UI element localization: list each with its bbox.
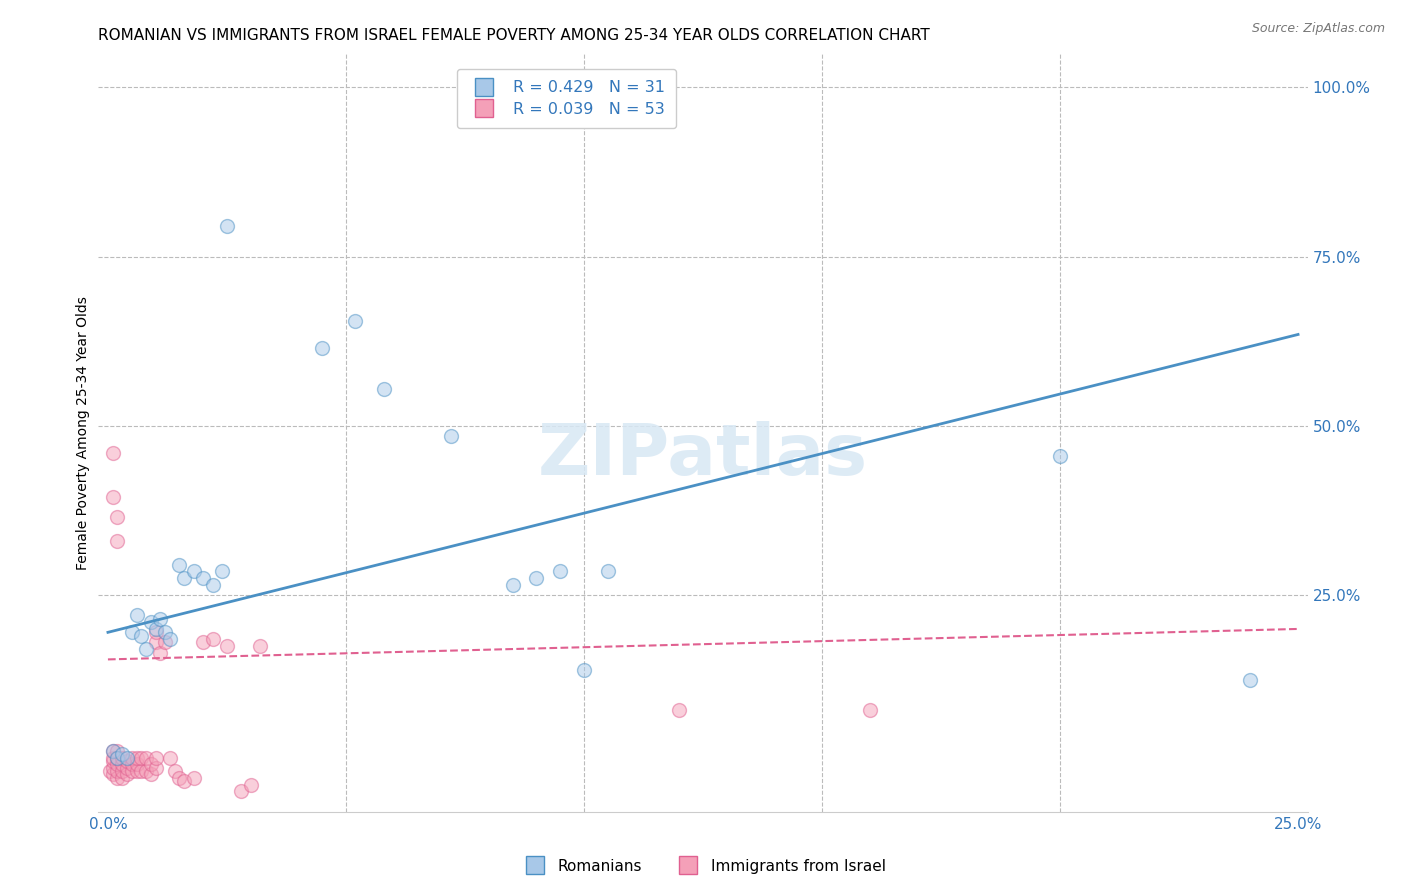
Point (107, 750, 129, 764)
Point (121, 757, 143, 772)
Point (668, 703, 690, 717)
Point (115, 761, 138, 775)
Point (145, 622, 167, 636)
Point (101, 761, 124, 775)
Point (149, 612, 172, 626)
Point (183, 771, 205, 785)
Point (107, 510, 129, 524)
Point (149, 646, 172, 660)
Point (231, 784, 253, 798)
Point (169, 771, 191, 785)
Text: Source: ZipAtlas.com: Source: ZipAtlas.com (1251, 22, 1385, 36)
Point (107, 764, 129, 778)
Point (145, 761, 167, 775)
Point (239, 778, 262, 792)
Point (145, 750, 167, 764)
Point (215, 639, 238, 653)
Point (153, 625, 176, 640)
Point (249, 639, 271, 653)
Point (524, 571, 547, 585)
Point (115, 754, 138, 768)
Point (596, 565, 619, 579)
Point (125, 750, 148, 764)
Point (129, 750, 152, 764)
Legend: R = 0.429   N = 31, R = 0.039   N = 53: R = 0.429 N = 31, R = 0.039 N = 53 (457, 69, 676, 128)
Point (129, 629, 152, 643)
Point (139, 757, 162, 772)
Point (121, 764, 143, 778)
Point (173, 571, 195, 585)
Text: ZIPatlas: ZIPatlas (538, 421, 868, 490)
Point (159, 750, 181, 764)
Point (111, 764, 134, 778)
Point (139, 615, 162, 630)
Point (107, 750, 129, 764)
Point (159, 632, 181, 646)
Point (139, 767, 162, 781)
Point (440, 429, 463, 443)
Point (191, 571, 214, 585)
Point (572, 663, 595, 677)
Point (135, 764, 157, 778)
Point (107, 533, 129, 548)
Point (215, 219, 238, 234)
Point (502, 578, 524, 592)
Point (135, 642, 157, 657)
Point (101, 744, 124, 758)
Point (115, 767, 138, 781)
Point (121, 750, 143, 764)
Point (153, 635, 176, 649)
Point (1049, 450, 1071, 464)
Point (183, 565, 205, 579)
Point (344, 314, 367, 328)
Point (135, 750, 157, 764)
Legend: Romanians, Immigrants from Israel: Romanians, Immigrants from Israel (513, 853, 893, 880)
Point (101, 490, 124, 504)
Point (107, 757, 129, 772)
Point (311, 341, 333, 355)
Point (101, 446, 124, 460)
Point (201, 578, 224, 592)
Point (111, 771, 134, 785)
Y-axis label: Female Poverty Among 25-34 Year Olds: Female Poverty Among 25-34 Year Olds (76, 295, 90, 570)
Point (169, 558, 191, 572)
Point (1239, 673, 1261, 687)
Point (121, 625, 143, 640)
Point (111, 747, 134, 761)
Point (129, 764, 152, 778)
Point (125, 757, 148, 772)
Point (111, 750, 134, 764)
Point (211, 565, 233, 579)
Point (548, 565, 571, 579)
Point (145, 625, 167, 640)
Point (111, 757, 134, 772)
Point (191, 635, 214, 649)
Point (145, 635, 167, 649)
Point (101, 750, 124, 764)
Point (373, 382, 395, 396)
Point (201, 632, 224, 646)
Point (107, 771, 129, 785)
Point (163, 764, 186, 778)
Point (173, 774, 195, 789)
Point (115, 750, 138, 764)
Point (101, 744, 124, 758)
Point (125, 608, 148, 623)
Point (101, 754, 124, 768)
Point (125, 764, 148, 778)
Point (859, 703, 882, 717)
Point (107, 744, 129, 758)
Point (98, 764, 121, 778)
Point (101, 767, 124, 781)
Text: ROMANIAN VS IMMIGRANTS FROM ISRAEL FEMALE POVERTY AMONG 25-34 YEAR OLDS CORRELAT: ROMANIAN VS IMMIGRANTS FROM ISRAEL FEMAL… (98, 28, 931, 43)
